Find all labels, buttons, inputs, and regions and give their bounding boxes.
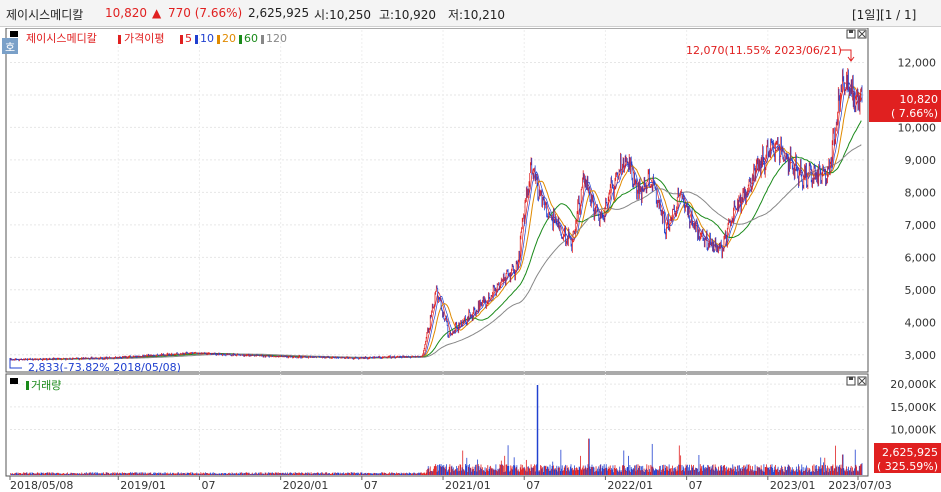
price-tick-label: 8,000 xyxy=(905,186,937,199)
volume-bars xyxy=(10,385,863,475)
side-tab-label: 호 xyxy=(5,41,15,54)
price-tick-label: 12,000 xyxy=(898,56,937,69)
volume-minimize-icon-bar xyxy=(849,377,853,380)
close-icon-x xyxy=(858,30,866,38)
max-annotation-pointer xyxy=(840,49,852,60)
volume-legend-marker xyxy=(10,378,18,384)
price-tick-label: 9,000 xyxy=(905,154,937,167)
volume-tick-label: 15,000K xyxy=(890,401,936,414)
volume-value: 2,625,925 xyxy=(248,6,310,20)
price-tick-label: 5,000 xyxy=(905,284,937,297)
date-tick-label: 2023/01 xyxy=(770,479,816,492)
price-panel-frame xyxy=(5,28,869,373)
change-arrow-icon: ▲ xyxy=(152,6,162,20)
price-tick-label: 7,000 xyxy=(905,219,937,232)
ma-legend-label: 5 xyxy=(185,32,192,45)
price-tick-label: 4,000 xyxy=(905,316,937,329)
current-price-box xyxy=(869,90,941,122)
ma-legend: 5 10 20 60 120 xyxy=(180,32,287,45)
ma-legend-label: 120 xyxy=(266,32,287,45)
ma-legend-label: 20 xyxy=(222,32,236,45)
date-tick-label: 2023/07/03 xyxy=(828,479,891,492)
date-tick-label: 2019/01 xyxy=(120,479,166,492)
legend-stock-name: 제이시스메디칼 xyxy=(26,32,97,45)
volume-close-icon-x xyxy=(858,377,866,385)
date-tick-label: 2018/05/08 xyxy=(10,479,73,492)
header-bar: 제이시스메디칼 10,820 ▲ 770 (7.66%) 2,625,925 시… xyxy=(0,0,941,27)
volume-tick-label: 20,000K xyxy=(890,378,936,391)
price-axis: 3,000 4,000 5,000 6,000 7,000 8,000 9,000 10,00… xyxy=(898,56,937,361)
high-price: 고:10,920 xyxy=(379,8,437,22)
volume-tick-label: 10,000K xyxy=(890,424,936,437)
date-tick-label: 07 xyxy=(364,479,378,492)
date-tick-label: 2021/01 xyxy=(445,479,491,492)
date-tick-label: 2020/01 xyxy=(283,479,329,492)
current-price-label: 10,820 xyxy=(900,93,939,106)
date-tick-label: 07 xyxy=(689,479,703,492)
price-tick-label: 10,000 xyxy=(898,121,937,134)
price-change: 770 (7.66%) xyxy=(168,6,243,20)
current-volume-box xyxy=(874,443,941,473)
current-price: 10,820 xyxy=(105,6,147,20)
min-annotation-pointer xyxy=(9,358,22,369)
legend-ma-marker xyxy=(118,35,121,44)
legend-ma-label: 가격이평 xyxy=(124,32,164,45)
ma-legend-marker xyxy=(239,35,242,44)
stock-name: 제이시스메디칼 xyxy=(6,8,84,22)
date-tick-label: 07 xyxy=(526,479,540,492)
ma-legend-label: 60 xyxy=(244,32,258,45)
ma-legend-label: 10 xyxy=(200,32,214,45)
min-annotation: 2,833(-73.82% 2018/05/08) xyxy=(28,361,181,374)
stock-chart[interactable]: 3,000 4,000 5,000 6,000 7,000 8,000 9,000 10,00… xyxy=(0,28,941,492)
price-tick-label: 6,000 xyxy=(905,251,937,264)
current-volume-label: 2,625,925 xyxy=(882,446,938,459)
volume-axis: 10,000K 15,000K 20,000K xyxy=(890,378,936,436)
date-axis: 2018/05/08 2019/01 07 2020/01 07 2021/01 07 202… xyxy=(9,476,892,492)
max-arrow-icon xyxy=(847,56,855,62)
open-price: 시:10,250 xyxy=(314,8,372,22)
low-price: 저:10,210 xyxy=(448,8,506,22)
legend-marker xyxy=(10,31,18,37)
volume-legend-label: 거래량 xyxy=(31,379,61,392)
candlesticks xyxy=(10,67,863,362)
period-selector[interactable]: [1일][1 / 1] xyxy=(852,8,917,22)
date-tick-label: 07 xyxy=(201,479,215,492)
ma-legend-marker xyxy=(195,35,198,44)
volume-panel-frame xyxy=(5,373,869,477)
volume-legend-bar xyxy=(26,381,29,390)
max-annotation: 12,070(11.55% 2023/06/21) xyxy=(686,44,842,57)
current-volume-change: ( 325.59%) xyxy=(877,460,938,473)
price-tick-label: 3,000 xyxy=(905,349,937,362)
minimize-icon-bar xyxy=(849,30,853,33)
side-tab[interactable] xyxy=(2,38,18,54)
ma-legend-marker xyxy=(180,35,183,44)
ma-legend-marker xyxy=(261,35,264,44)
date-tick-label: 2022/01 xyxy=(607,479,653,492)
current-change-label: ( 7.66%) xyxy=(891,107,938,120)
ma-legend-marker xyxy=(217,35,220,44)
